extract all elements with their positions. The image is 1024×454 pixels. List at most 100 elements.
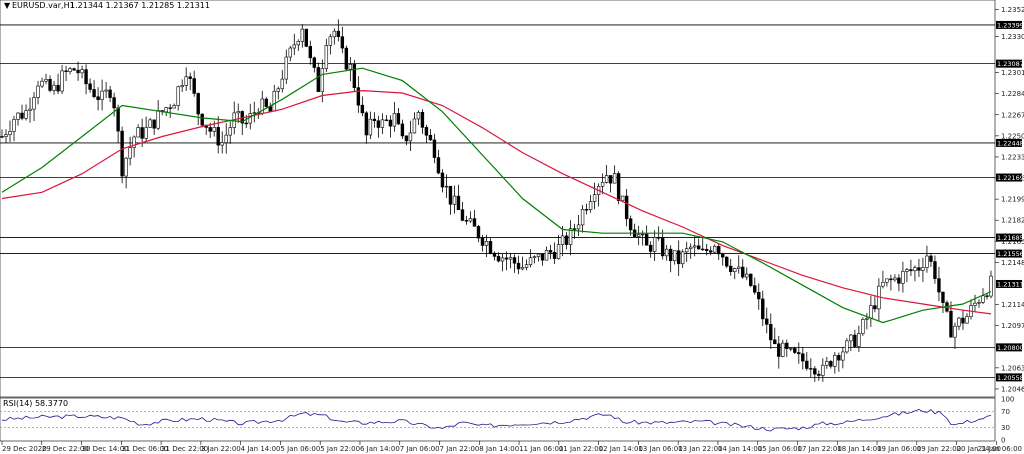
candle <box>853 329 857 349</box>
price-tag-label: 1.21685 <box>997 234 1024 242</box>
candle-body-bull <box>500 257 505 262</box>
candle <box>88 78 92 93</box>
candle <box>913 265 917 282</box>
candle <box>80 65 84 79</box>
candle-body-bear <box>400 123 405 137</box>
candle <box>616 171 621 205</box>
candle-body-bull <box>693 245 697 248</box>
candle-body-bear <box>344 47 349 70</box>
candle <box>108 85 112 103</box>
candle <box>48 75 52 93</box>
candle-body-bull <box>156 110 160 129</box>
candle <box>392 101 397 132</box>
candle <box>0 129 4 139</box>
price-tag <box>996 233 1022 242</box>
candle-body-bear <box>757 291 761 300</box>
candle-body-bear <box>793 348 797 353</box>
candle <box>400 119 405 140</box>
candle <box>608 175 613 193</box>
candle-body-bull <box>684 248 689 253</box>
y-tick-label: 1.21485 <box>1001 259 1024 267</box>
candle <box>376 115 381 138</box>
candle <box>460 202 465 222</box>
candle-body-bull <box>845 340 849 353</box>
candle-body-bear <box>817 373 821 376</box>
candle-body-bull <box>825 361 829 366</box>
candle-body-bear <box>572 228 577 230</box>
candle <box>412 112 417 134</box>
x-tick-label: 7 Jan 22:00 <box>440 445 480 453</box>
candle <box>933 255 937 284</box>
candle <box>925 245 929 273</box>
candle <box>32 92 36 121</box>
candle <box>420 109 425 134</box>
candle <box>196 92 200 126</box>
candle-body-bull <box>865 317 869 320</box>
header-arrow-icon[interactable]: ▼ <box>4 1 11 10</box>
candle <box>40 77 44 89</box>
candle <box>917 258 921 277</box>
candle-body-bear <box>304 28 309 47</box>
candle <box>288 45 292 62</box>
candle <box>684 241 689 262</box>
candle <box>652 230 657 262</box>
candle-body-bull <box>412 118 417 134</box>
candle-body-bull <box>508 257 513 260</box>
candle-body-bull <box>901 271 905 284</box>
candle-body-bear <box>709 250 713 253</box>
candle-body-bull <box>580 209 585 226</box>
price-tag <box>996 373 1022 382</box>
y-tick-label: 1.22845 <box>1001 90 1024 98</box>
candle <box>432 133 437 164</box>
candle-body-bear <box>909 269 913 272</box>
candle-body-bear <box>448 185 453 205</box>
candle <box>761 290 765 327</box>
candle-body-bear <box>729 265 733 273</box>
candle-body-bear <box>717 246 721 255</box>
candle <box>693 235 697 257</box>
candle-body-bear <box>72 68 76 71</box>
candle-body-bull <box>176 86 180 106</box>
rsi-tick-label: 0 <box>1001 437 1005 445</box>
candle-body-bull <box>664 248 669 257</box>
candle-body-bull <box>965 316 969 324</box>
candle-body-bear <box>765 318 769 325</box>
candle-body-bear <box>797 352 801 355</box>
candle <box>472 209 477 227</box>
candle <box>929 252 933 268</box>
candle-body-bull <box>468 218 473 222</box>
candle-body-bull <box>300 28 305 42</box>
candle <box>709 246 713 256</box>
candle <box>576 215 581 237</box>
candle <box>192 70 196 97</box>
candle <box>676 240 681 276</box>
candle <box>20 104 24 121</box>
candle <box>612 165 617 184</box>
candle-body-bull <box>821 364 825 376</box>
candle <box>436 149 441 175</box>
candle-body-bear <box>116 107 120 132</box>
candle-body-bear <box>644 233 649 246</box>
candle-body-bull <box>989 275 993 297</box>
ma-slow-line <box>1 89 992 315</box>
candle-body-bear <box>697 245 701 250</box>
candle <box>384 115 389 122</box>
x-tick-label: 3 Jan 22:00 <box>201 445 241 453</box>
x-tick-label: 13 Jan 06:00 <box>638 445 682 453</box>
candle-body-bull <box>320 68 325 92</box>
candle <box>148 117 152 128</box>
candle-body-bear <box>721 253 725 258</box>
main-plot-frame <box>0 0 996 398</box>
candle-body-bear <box>769 324 773 341</box>
candle <box>628 215 633 236</box>
candle-body-bear <box>516 262 521 270</box>
candle-body-bear <box>440 172 445 188</box>
candle-body-bear <box>785 342 789 349</box>
candle-body-bear <box>476 226 481 239</box>
candle <box>568 220 573 256</box>
candle <box>292 33 296 56</box>
price-tag <box>996 138 1022 147</box>
rsi-label: RSI(14) 58.3770 <box>3 399 68 408</box>
